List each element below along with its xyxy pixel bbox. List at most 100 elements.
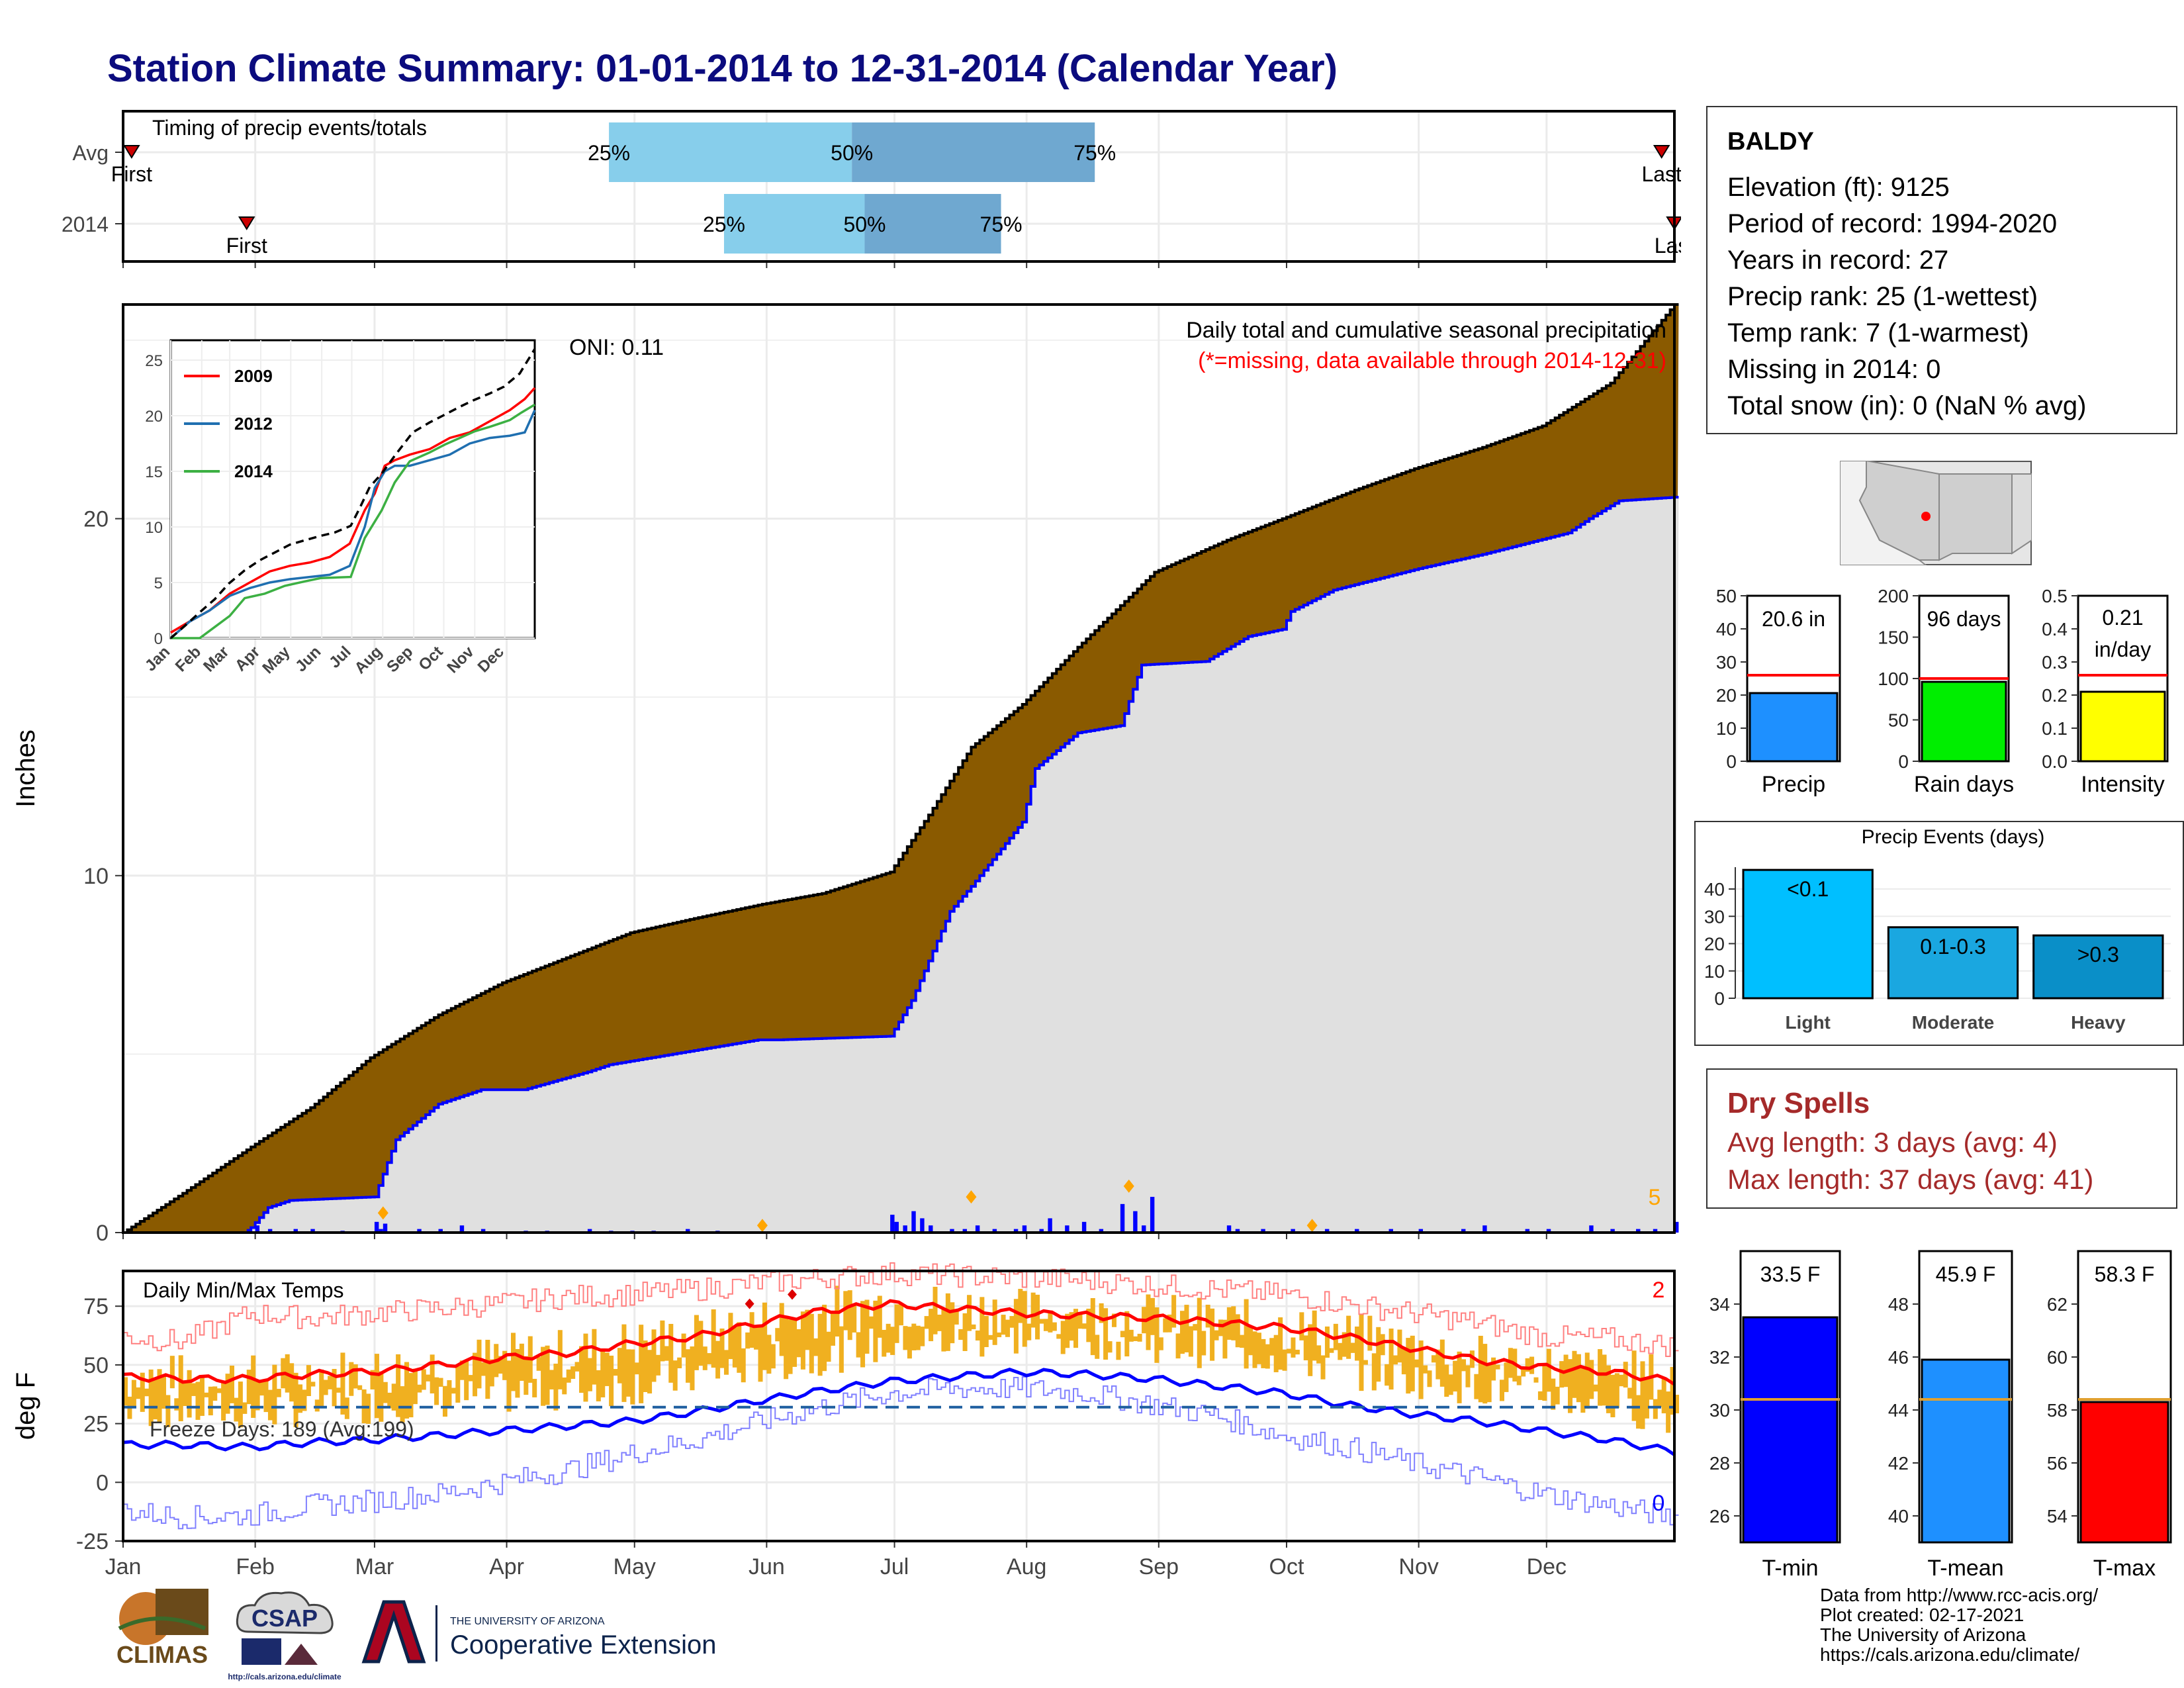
- daily-temp-bar: [276, 1389, 281, 1397]
- small-bar-axis-label: T-max: [2093, 1556, 2156, 1581]
- daily-temp-bar: [1640, 1361, 1645, 1429]
- daily-temp-bar: [123, 1377, 128, 1406]
- daily-temp-bar: [468, 1375, 473, 1382]
- daily-temp-bar: [702, 1346, 707, 1370]
- inset-series-line: [170, 387, 536, 634]
- daily-precip-bar: [1546, 1229, 1551, 1233]
- daily-temp-bar: [1469, 1350, 1475, 1368]
- timing-row-label: Avg: [72, 141, 109, 165]
- daily-temp-bar: [259, 1381, 265, 1396]
- daily-temp-bar: [1184, 1305, 1189, 1352]
- daily-temp-bar: [212, 1386, 218, 1401]
- daily-temp-bar: [357, 1385, 363, 1390]
- station-name: BALDY: [1727, 128, 1814, 156]
- daily-temp-bar: [711, 1309, 716, 1368]
- daily-temp-bar: [1312, 1310, 1317, 1361]
- daily-temp-bar: [1065, 1313, 1070, 1348]
- timing-marker-first: [123, 145, 140, 159]
- daily-temp-bar: [630, 1349, 635, 1405]
- daily-temp-bar: [1329, 1348, 1334, 1353]
- daily-temp-bar: [511, 1333, 516, 1391]
- daily-precip-bar: [903, 1225, 907, 1233]
- daily-temp-bar: [933, 1286, 938, 1335]
- daily-precip-bar: [1636, 1229, 1641, 1233]
- daily-temp-bar: [1401, 1347, 1406, 1375]
- small-bar-value-label: 33.5 F: [1760, 1262, 1821, 1286]
- daily-temp-bar: [183, 1383, 188, 1406]
- daily-temp-bar: [1444, 1364, 1449, 1397]
- daily-temp-bar: [1073, 1309, 1079, 1348]
- small-bar-ytick-label: 40: [1888, 1506, 1909, 1526]
- daily-temp-bar: [523, 1356, 529, 1395]
- daily-temp-bar: [1240, 1335, 1245, 1348]
- daily-temp-bar: [366, 1393, 371, 1424]
- daily-temp-bar: [498, 1356, 503, 1374]
- t-min-chart: 26 28 30 32 34 33.5 F T-min: [1709, 1250, 1841, 1581]
- small-bar-ytick-label: 0: [1726, 751, 1737, 772]
- temps-ylabel: deg F: [11, 1372, 40, 1440]
- daily-temp-bar: [1265, 1344, 1270, 1369]
- daily-temp-bar: [936, 1315, 942, 1331]
- daily-temp-bar: [1303, 1335, 1308, 1360]
- daily-precip-bar: [1653, 1229, 1658, 1233]
- temps-xtick-label: Mar: [355, 1554, 394, 1579]
- temps-ytick-label: -25: [76, 1529, 109, 1554]
- record-temp-marker: [788, 1289, 797, 1300]
- precip-events-bar-label: >0.3: [2077, 943, 2119, 966]
- daily-temp-bar: [945, 1293, 950, 1351]
- daily-temp-bar: [1299, 1312, 1304, 1340]
- temps-chart: -25 0 25 50 75 Jan Feb Mar Apr May Jun Jul Aug Sep Oct…: [11, 1262, 1680, 1579]
- daily-precip-bar: [1065, 1225, 1069, 1233]
- daily-temp-bar: [1439, 1339, 1445, 1387]
- daily-temp-bar: [698, 1321, 704, 1366]
- daily-temp-bar: [541, 1346, 546, 1406]
- avg-cumulative-line: [123, 303, 1679, 1234]
- temps-chart-title: Daily Min/Max Temps: [143, 1278, 343, 1302]
- daily-precip-bar: [894, 1221, 899, 1233]
- footer-data-source: Data from http://www.rcc-acis.org/: [1820, 1585, 2099, 1605]
- csap-logo: CSAP http://cals.arizona.edu/climate: [228, 1591, 341, 1681]
- daily-temp-bar: [596, 1370, 601, 1402]
- daily-temp-bar: [225, 1374, 230, 1414]
- record-max-line: [123, 1262, 1679, 1358]
- daily-temp-bar: [1474, 1374, 1479, 1399]
- daily-temp-bar: [1568, 1359, 1573, 1413]
- ua-small-text: THE UNIVERSITY OF ARIZONA: [450, 1616, 605, 1627]
- timing-label-75: 75%: [980, 212, 1023, 236]
- daily-precip-bar: [929, 1225, 933, 1233]
- dry-spells-avg: Avg length: 3 days (avg: 4): [1727, 1127, 2058, 1158]
- daily-temp-bar: [788, 1319, 793, 1374]
- daily-temp-bar: [1350, 1342, 1355, 1353]
- daily-temp-bar: [1363, 1360, 1368, 1365]
- daily-temp-bar: [1133, 1336, 1138, 1341]
- daily-precip-bar: [1418, 1229, 1424, 1233]
- small-bar-ytick-label: 30: [1716, 652, 1737, 673]
- small-bar-ytick-label: 0.2: [2042, 685, 2068, 706]
- daily-temp-bar: [728, 1313, 733, 1360]
- daily-precip-bar: [459, 1225, 465, 1233]
- daily-temp-bar: [886, 1323, 891, 1353]
- daily-temp-bar: [826, 1331, 831, 1362]
- extreme-precip-marker: [756, 1219, 768, 1233]
- temps-ytick-label: 50: [83, 1353, 109, 1378]
- inset-legend-label: 2009: [234, 366, 273, 386]
- small-bar-value-label: 0.21: [2102, 606, 2143, 630]
- daily-temp-bar: [1657, 1389, 1662, 1407]
- daily-temp-bar: [962, 1313, 968, 1351]
- timing-label-25: 25%: [703, 212, 745, 236]
- daily-temp-bar: [600, 1348, 606, 1397]
- timing-bar-25-50: [609, 122, 852, 182]
- daily-temp-bar: [843, 1291, 848, 1331]
- daily-temp-bar: [574, 1362, 580, 1372]
- daily-temp-bar: [459, 1360, 465, 1380]
- daily-temp-bar: [1355, 1326, 1360, 1361]
- daily-temp-bar: [340, 1352, 345, 1415]
- t-max-chart: 54 56 58 60 62 58.3 F T-max: [2047, 1250, 2172, 1581]
- daily-temp-bar: [920, 1327, 925, 1346]
- small-bar-value: [1742, 1316, 1839, 1544]
- precip-events-bar-label: 0.1-0.3: [1920, 935, 1986, 959]
- small-bar-ytick-label: 30: [1709, 1400, 1730, 1421]
- daily-temp-bar: [1218, 1319, 1223, 1336]
- daily-temp-bar: [770, 1344, 776, 1369]
- daily-temp-bar: [1295, 1350, 1300, 1355]
